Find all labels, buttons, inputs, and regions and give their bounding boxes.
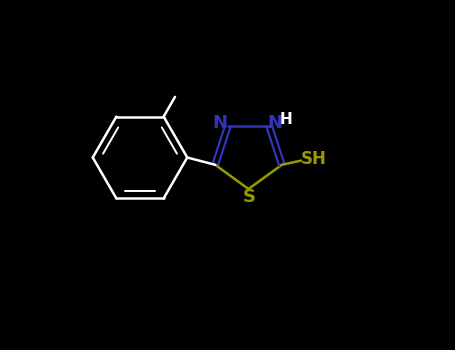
Text: N: N <box>213 114 228 132</box>
Text: N: N <box>268 114 283 132</box>
Text: H: H <box>279 112 292 127</box>
Text: SH: SH <box>300 150 326 168</box>
Text: S: S <box>243 188 256 206</box>
